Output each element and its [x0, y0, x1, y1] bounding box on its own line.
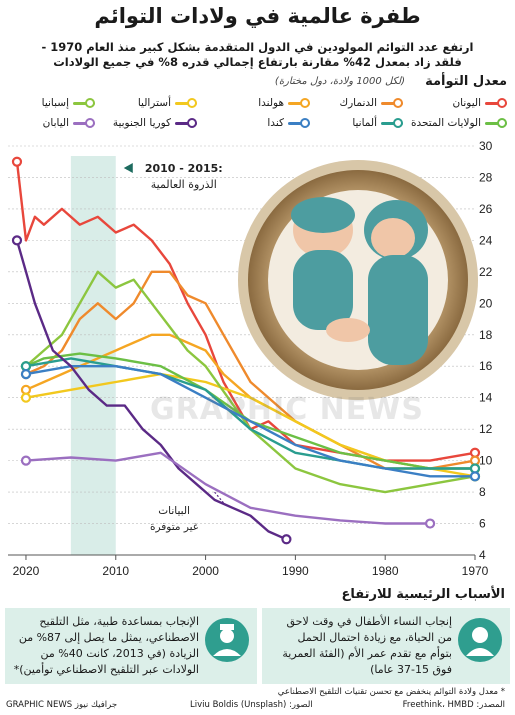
cause-age-line: فوق 15-37 عاما): [370, 663, 452, 676]
cause-ivf-line: الولادات عبر التلقيح الاصطناعي توأمين)*: [13, 663, 199, 676]
cause-ivf-line: الإنجاب بمساعدة طبية، مثل التلقيح: [39, 615, 199, 628]
y-tick-label: 8: [479, 485, 486, 499]
x-tick-label: 1970: [462, 564, 489, 578]
y-tick-label: 6: [479, 517, 486, 531]
legend-swatch: [73, 118, 95, 128]
nurse-icon: [205, 618, 249, 662]
cause-age-line: من الحياة، مع زيادة احتمال الحمل: [297, 631, 452, 644]
x-tick-label: 1990: [282, 564, 309, 578]
series-start-marker: [469, 471, 481, 482]
legend-swatch: [288, 118, 310, 128]
y-tick-label: 22: [479, 265, 493, 279]
photo-credit: الصور: Liviu Boldis (Unsplash): [190, 700, 313, 710]
no-data-label: البيانات: [158, 505, 190, 517]
series-line: [25, 270, 476, 494]
series-line: [25, 364, 475, 478]
x-tick-label: 2010: [102, 564, 129, 578]
subtitle: ارتفع عدد التوائم المولودين في الدول الم…: [20, 40, 495, 70]
series-line: [25, 451, 431, 525]
page-title: طفرة عالمية في ولادات التوائم: [94, 4, 421, 28]
y-tick-label: 16: [479, 359, 493, 373]
x-tick-label: 2020: [13, 564, 40, 578]
cause-box-ivf: الإنجاب بمساعدة طبية، مثل التلقيح الاصطن…: [5, 608, 257, 684]
causes-heading: الأسباب الرئيسية للارتفاع: [341, 587, 506, 602]
legend-label: الدنمارك: [339, 97, 377, 109]
series-end-marker: [11, 156, 23, 167]
peak-sublabel: الذروة العالمية: [151, 178, 217, 191]
series-line: [15, 240, 287, 541]
peak-label: 2010 - 2015:: [145, 162, 223, 175]
cause-ivf-line: الزيادة (في 2013، كانت 40% من: [40, 647, 199, 660]
legend-label: الولايات المتحدة: [410, 117, 481, 129]
y-tick-label: 24: [479, 233, 493, 247]
legend-label: ألمانيا: [352, 117, 377, 129]
legend-swatch: [175, 118, 197, 128]
x-tick-label: 1980: [372, 564, 399, 578]
series-line: [25, 270, 476, 470]
cause-age-line: بتوأم مع تقدم عمر الأم (الفئة العمرية: [282, 647, 452, 660]
legend-item: اليونان: [452, 96, 507, 110]
y-tick-label: 20: [479, 296, 493, 310]
y-tick-label: 26: [479, 202, 493, 216]
y-tick-label: 12: [479, 422, 493, 436]
y-tick-label: 14: [479, 391, 493, 405]
twin-babies-photo: [238, 160, 478, 400]
legend-item: هولندا: [258, 96, 310, 110]
legend-swatch: [485, 118, 507, 128]
source: المصدر: Freethink، HMBD: [402, 700, 505, 710]
legend-swatch: [175, 98, 197, 108]
y-tick-label: 4: [479, 548, 486, 562]
legend-label: هولندا: [258, 97, 284, 109]
series-end-marker: [20, 368, 32, 380]
subtitle-line-1: ارتفع عدد التوائم المولودين في الدول الم…: [41, 40, 474, 54]
chart-note: (لكل 1000 ولادة، دول مختارة): [274, 76, 405, 87]
series-end-marker: [20, 392, 32, 403]
legend-label: إسبانيا: [41, 97, 69, 109]
cause-text-age: إنجاب النساء الأطفال في وقت لاحق من الحي…: [266, 614, 452, 678]
legend-item: اليابان: [43, 116, 95, 130]
legend-item: ألمانيا: [352, 116, 403, 130]
chart-heading: معدل التوأمة: [425, 74, 507, 89]
y-tick-label: 10: [479, 454, 493, 468]
legend-swatch: [73, 98, 95, 108]
cause-age-line: إنجاب النساء الأطفال في وقت لاحق: [286, 615, 452, 628]
y-tick-label: 30: [479, 140, 493, 153]
legend-item: إسبانيا: [42, 96, 95, 110]
y-tick-label: 18: [479, 328, 493, 342]
woman-icon: [458, 618, 502, 662]
legend-swatch: [485, 98, 507, 108]
series-line: [15, 161, 476, 462]
series-end-marker: [11, 235, 23, 246]
series-line: [25, 352, 475, 470]
legend-label: أستراليا: [137, 97, 171, 109]
x-tick-label: 2000: [192, 564, 219, 578]
no-data-label: غير متوفرة: [150, 521, 199, 533]
series-end-marker: [20, 455, 32, 466]
peak-arrow: [123, 163, 133, 173]
footnote: * معدل ولادة التوائم ينخفض مع تحسن تقنيا…: [277, 687, 505, 697]
legend-label: كوريا الجنوبية: [112, 117, 171, 129]
series-line: [25, 357, 475, 470]
legend-label: اليونان: [452, 97, 481, 109]
legend-item: كوريا الجنوبية: [113, 116, 197, 130]
no-data-pointer: [214, 491, 226, 505]
legend-item: أستراليا: [138, 96, 197, 110]
series-start-marker: [424, 518, 436, 529]
legend-swatch: [381, 118, 403, 128]
y-tick-label: 28: [479, 170, 493, 184]
watermark: GRAPHIC NEWS: [150, 392, 424, 427]
subtitle-line-2: فلقد زاد بمعدل 42% مقارنة بارتفاع إجمالي…: [53, 55, 462, 69]
series-start-marker: [281, 534, 292, 545]
legend-item: الولايات المتحدة: [411, 116, 507, 130]
legend-item: الدنمارك: [339, 96, 403, 110]
cause-box-age: إنجاب النساء الأطفال في وقت لاحق من الحي…: [262, 608, 510, 684]
legend-label: كندا: [267, 117, 284, 129]
brand: GRAPHIC NEWS جرافيك نيوز: [6, 700, 118, 710]
legend-item: كندا: [267, 116, 310, 130]
legend-swatch: [381, 98, 403, 108]
legend-swatch: [288, 98, 310, 108]
legend-label: اليابان: [42, 117, 69, 129]
cause-text-ivf: الإنجاب بمساعدة طبية، مثل التلقيح الاصطن…: [9, 614, 199, 678]
cause-ivf-line: الاصطناعي، يمثل ما يصل إلى 87% من: [18, 631, 199, 644]
